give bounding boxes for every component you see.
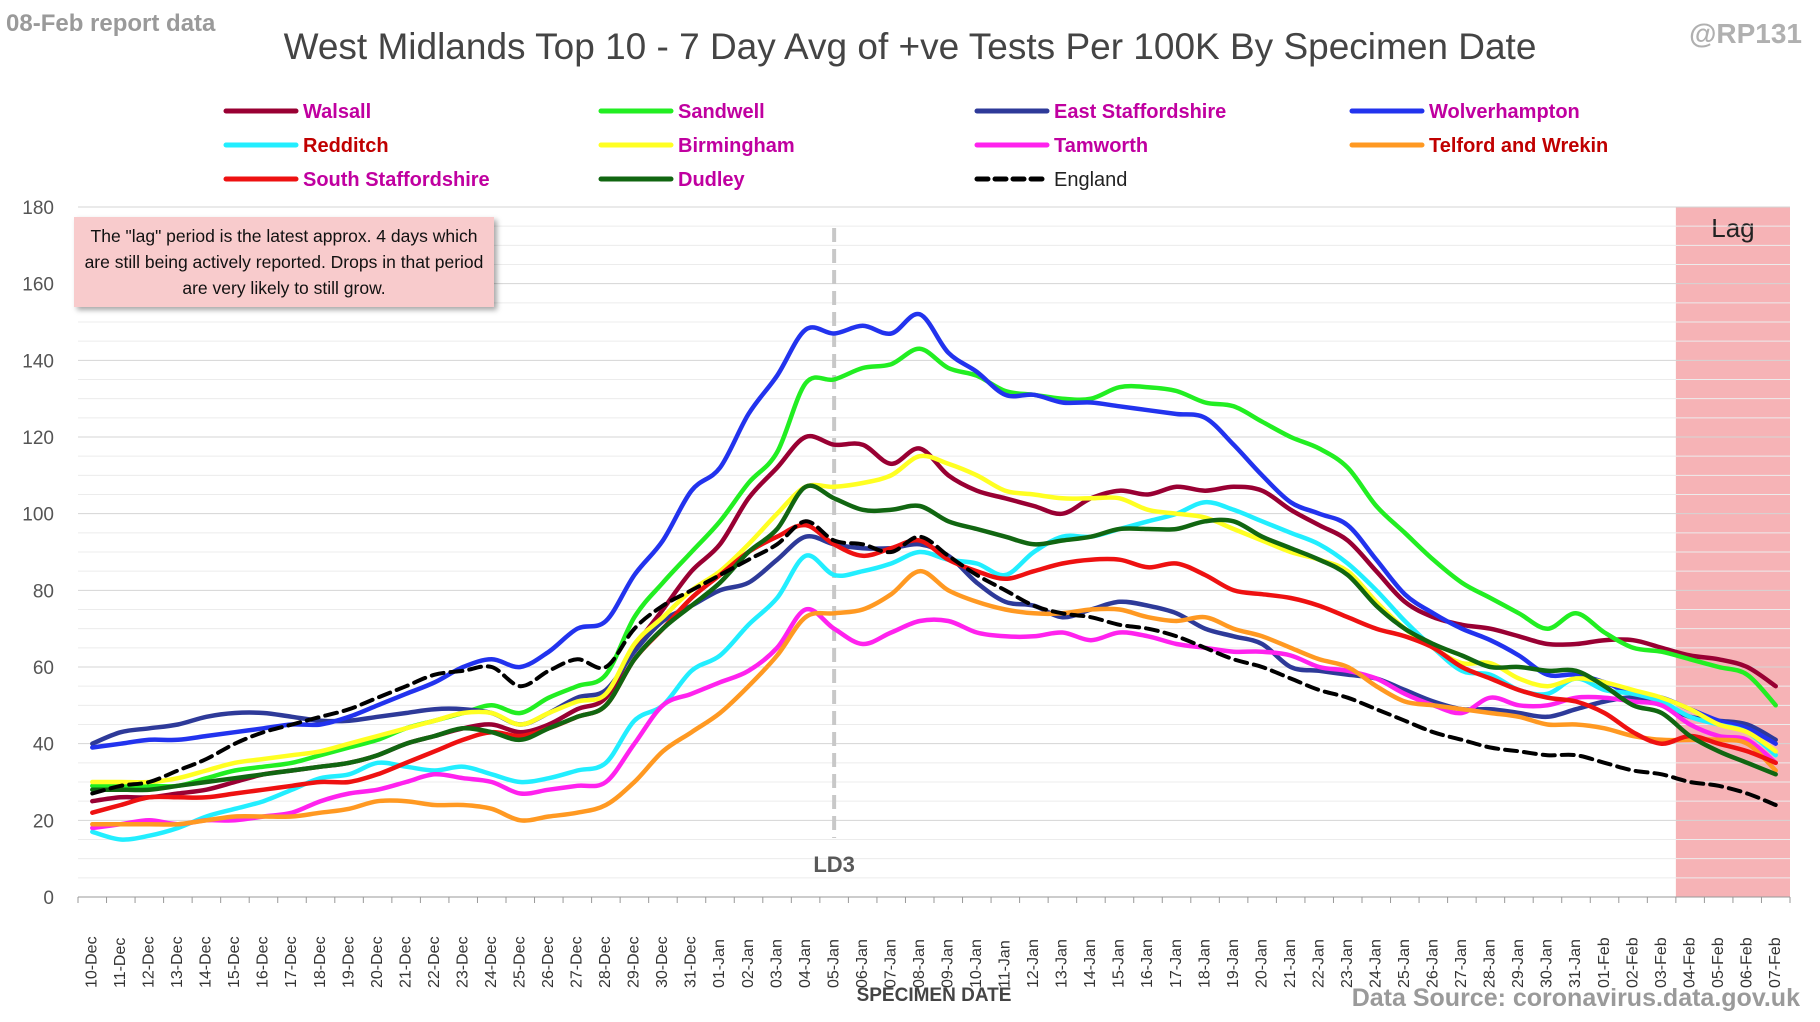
x-tick-label: 05-Feb	[1710, 937, 1727, 988]
series-line-birmingham	[90, 453, 1778, 785]
y-tick-label: 0	[43, 888, 54, 909]
x-tick-label: 11-Jan	[997, 940, 1014, 988]
x-tick-label: 19-Dec	[340, 936, 357, 988]
x-tick-label: 26-Dec	[540, 936, 557, 988]
lag-note: The "lag" period is the latest approx. 4…	[74, 217, 494, 307]
x-tick-label: 14-Jan	[1082, 939, 1099, 988]
x-tick-label: 29-Jan	[1510, 939, 1527, 988]
x-tick-label: 04-Jan	[797, 939, 814, 988]
x-tick-label: 06-Jan	[854, 939, 871, 988]
x-tick-label: 31-Jan	[1567, 939, 1584, 988]
x-tick-label: 05-Jan	[825, 939, 842, 988]
x-tick-label: 18-Jan	[1196, 939, 1213, 988]
series-line-england	[90, 519, 1778, 807]
legend-label-south-staffordshire: South Staffordshire	[303, 169, 490, 191]
data-source: Data Source: coronavirus.data.gov.uk	[1351, 984, 1800, 1012]
y-tick-label: 140	[22, 351, 54, 372]
x-tick-label: 01-Feb	[1596, 937, 1613, 988]
x-tick-label: 10-Jan	[968, 939, 985, 988]
x-tick-label: 24-Dec	[483, 936, 500, 988]
y-tick-label: 160	[22, 275, 54, 296]
series-line-tamworth	[90, 606, 1778, 831]
series-line-redditch	[90, 499, 1778, 842]
x-tick-label: 16-Dec	[255, 936, 272, 988]
legend-label-sandwell: Sandwell	[678, 101, 765, 123]
series-line-sandwell	[90, 346, 1778, 789]
x-tick-label: 03-Feb	[1653, 937, 1670, 988]
chart-title: West Midlands Top 10 - 7 Day Avg of +ve …	[283, 26, 1537, 67]
ld3-label: LD3	[813, 852, 855, 877]
author-handle: @RP131	[1689, 18, 1802, 49]
series-line-telford-and-wrekin	[90, 568, 1778, 827]
x-tick-label: 27-Jan	[1453, 939, 1470, 988]
legend-label-england: England	[1054, 169, 1127, 191]
x-tick-label: 22-Jan	[1310, 939, 1327, 988]
x-tick-label: 13-Dec	[169, 936, 186, 988]
x-tick-label: 09-Jan	[939, 939, 956, 988]
x-tick-label: 26-Jan	[1425, 939, 1442, 988]
y-tick-label: 180	[22, 198, 54, 219]
report-date-label: 08-Feb report data	[6, 10, 216, 37]
legend-label-dudley: Dudley	[678, 169, 746, 191]
x-tick-label: 12-Dec	[141, 936, 158, 988]
y-tick-label: 20	[33, 811, 54, 832]
x-tick-label: 07-Feb	[1767, 937, 1784, 988]
x-tick-label: 25-Dec	[511, 936, 528, 988]
x-tick-label: 27-Dec	[569, 936, 586, 988]
y-tick-label: 120	[22, 428, 54, 449]
legend-label-redditch: Redditch	[303, 135, 389, 157]
x-tick-label: 02-Feb	[1624, 937, 1641, 988]
legend-label-wolverhampton: Wolverhampton	[1429, 101, 1580, 123]
x-tick-label: 21-Jan	[1282, 939, 1299, 988]
x-tick-label: 01-Jan	[711, 939, 728, 988]
x-tick-label: 22-Dec	[426, 936, 443, 988]
x-tick-label: 30-Jan	[1539, 939, 1556, 988]
x-tick-label: 29-Dec	[626, 936, 643, 988]
x-tick-label: 13-Jan	[1054, 939, 1071, 988]
x-tick-label: 12-Jan	[1025, 939, 1042, 988]
x-tick-label: 25-Jan	[1396, 939, 1413, 988]
x-tick-label: 14-Dec	[198, 936, 215, 988]
x-tick-label: 18-Dec	[312, 936, 329, 988]
x-tick-label: 17-Dec	[283, 936, 300, 988]
series-line-wolverhampton	[90, 311, 1778, 750]
x-tick-label: 08-Jan	[911, 939, 928, 988]
x-tick-label: 20-Jan	[1253, 939, 1270, 988]
series-line-dudley	[90, 483, 1778, 793]
lag-label: Lag	[1711, 213, 1754, 243]
series-line-south-staffordshire	[90, 522, 1778, 815]
x-tick-label: 21-Dec	[397, 936, 414, 988]
legend-label-birmingham: Birmingham	[678, 135, 795, 157]
legend-label-walsall: Walsall	[303, 101, 371, 123]
x-tick-label: 19-Jan	[1225, 939, 1242, 988]
legend-label-telford-and-wrekin: Telford and Wrekin	[1429, 135, 1608, 157]
x-tick-label: 28-Jan	[1482, 939, 1499, 988]
x-tick-label: 31-Dec	[683, 936, 700, 988]
y-tick-label: 80	[33, 581, 54, 602]
x-tick-label: 03-Jan	[768, 939, 785, 988]
legend-label-east-staffordshire: East Staffordshire	[1054, 101, 1226, 123]
x-tick-label: 23-Dec	[454, 936, 471, 988]
x-tick-label: 11-Dec	[112, 938, 129, 988]
x-tick-label: 15-Dec	[226, 936, 243, 988]
legend-label-tamworth: Tamworth	[1054, 135, 1148, 157]
x-tick-label: 30-Dec	[654, 936, 671, 988]
x-tick-label: 07-Jan	[882, 939, 899, 988]
y-tick-label: 40	[33, 735, 54, 756]
x-tick-label: 02-Jan	[740, 939, 757, 988]
x-tick-label: 06-Feb	[1738, 937, 1755, 988]
y-tick-label: 100	[22, 505, 54, 526]
y-tick-label: 60	[33, 658, 54, 679]
x-tick-label: 17-Jan	[1168, 939, 1185, 988]
x-tick-label: 23-Jan	[1339, 939, 1356, 988]
x-tick-label: 16-Jan	[1139, 939, 1156, 988]
x-tick-label: 10-Dec	[83, 936, 100, 988]
x-tick-label: 20-Dec	[369, 936, 386, 988]
x-axis-title: SPECIMEN DATE	[857, 985, 1012, 1006]
x-tick-label: 24-Jan	[1367, 939, 1384, 988]
x-tick-label: 15-Jan	[1111, 939, 1128, 988]
x-tick-label: 04-Feb	[1681, 937, 1698, 988]
x-tick-label: 28-Dec	[597, 936, 614, 988]
